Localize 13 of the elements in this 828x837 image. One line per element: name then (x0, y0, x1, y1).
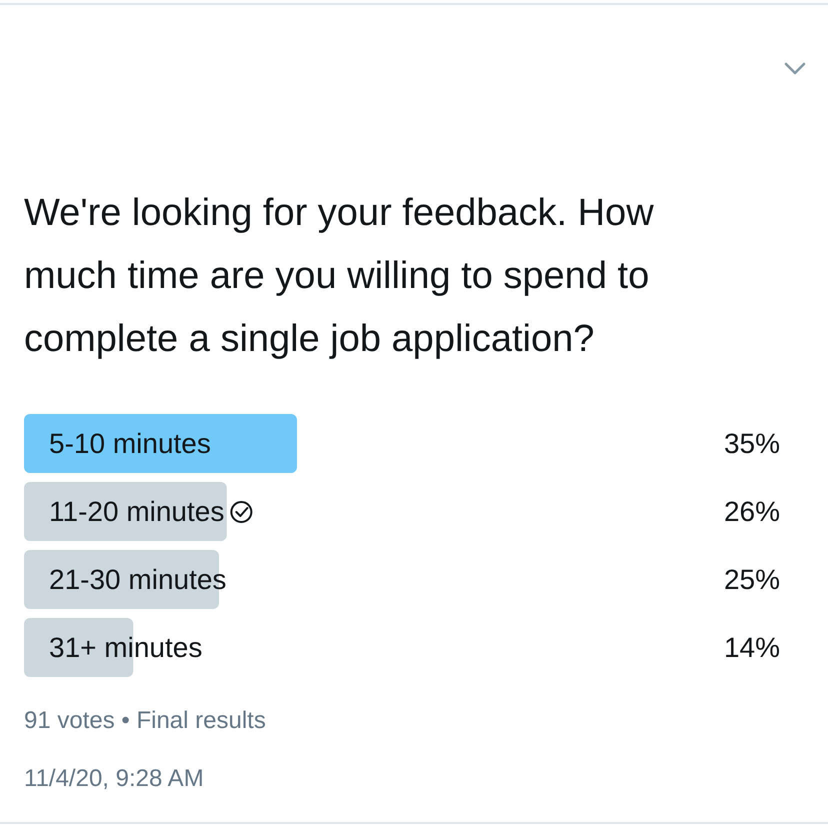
data-label: 35% (724, 428, 780, 459)
bar (24, 414, 297, 473)
chart-title: We're looking for your feedback. How much time are you willing to spend to complete a single job application? (24, 192, 654, 360)
data-label: 26% (724, 496, 780, 527)
y-tick-label: 5-10 minutes (49, 428, 211, 459)
text: 11/4/20, 9:28 AM (24, 765, 204, 792)
y-tick-label: 31+ minutes (49, 632, 202, 663)
data-label: 25% (724, 564, 780, 595)
data-label: 14% (724, 632, 780, 663)
y-tick-label: 21-30 minutes (49, 564, 226, 595)
y-tick-label: 11-20 minutes (49, 496, 224, 527)
bar (24, 482, 227, 541)
text: 91 votes • Final results (24, 707, 266, 734)
